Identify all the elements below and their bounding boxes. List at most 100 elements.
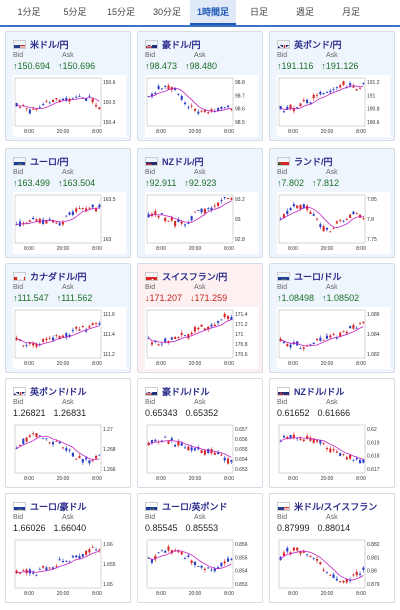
- mini-chart[interactable]: 7.85 7.8 7.75 8:00 20:00 8:00: [277, 192, 390, 254]
- ask-label: Ask: [194, 399, 206, 406]
- candle-body: [174, 337, 177, 339]
- plot-frame: [146, 539, 234, 589]
- rate-card[interactable]: 米ドル/円 Bid Ask ↑150.694 ↑150.696 150.6 150.5 150…: [5, 31, 131, 141]
- tab-1[interactable]: 5分足: [63, 7, 87, 17]
- candle-body: [177, 337, 180, 338]
- pair-name[interactable]: ユーロ/円: [30, 156, 69, 167]
- y-tick-label: 0.617: [367, 467, 380, 473]
- bid-label: Bid: [145, 284, 156, 291]
- y-tick-label: 98.5: [235, 120, 245, 126]
- pair-name[interactable]: 豪ドル/ドル: [162, 386, 210, 397]
- x-tick-label: 8:00: [288, 591, 298, 597]
- candle-body: [91, 460, 94, 462]
- candle-body: [177, 219, 180, 223]
- bid-label: Bid: [13, 514, 24, 521]
- mini-chart[interactable]: 0.657 0.656 0.655 0.654 0.653 8:00 20:00 8:00: [145, 422, 258, 484]
- candle-body: [339, 219, 342, 221]
- y-tick-label: 1.266: [103, 467, 116, 473]
- y-tick-label: 150.5: [103, 100, 116, 106]
- pair-name[interactable]: NZドル/ドル: [294, 386, 345, 397]
- rate-card[interactable]: 豪ドル/ドル Bid Ask 0.65343 0.65352 0.657 0.656 0.65…: [137, 378, 263, 488]
- candle-body: [15, 448, 18, 449]
- candle-body: [91, 546, 94, 548]
- rate-card[interactable]: カナダドル/円 Bid Ask ↑111.547 ↑111.562 111.6 111.4 1…: [5, 263, 131, 373]
- candle-body: [193, 211, 197, 213]
- mini-chart[interactable]: 1.66 1.655 1.65 8:00 20:00 8:00: [13, 537, 126, 599]
- candle-body: [302, 100, 305, 102]
- rate-card[interactable]: ユーロ/豪ドル Bid Ask 1.66026 1.66040 1.66 1.655 1.65…: [5, 493, 131, 603]
- mini-chart[interactable]: 98.8 98.7 98.6 98.5 8:00 20:00 8:00: [145, 75, 258, 137]
- tab-3[interactable]: 30分足: [152, 7, 181, 17]
- mini-chart[interactable]: 0.882 0.881 0.88 0.879 8:00 20:00 8:00: [277, 537, 390, 599]
- tab-5[interactable]: 日足: [249, 7, 268, 17]
- rate-card[interactable]: 英ポンド/円 Bid Ask ↑191.116 ↑191.126 191.2 191 190.…: [269, 31, 395, 141]
- mini-chart[interactable]: 150.6 150.5 150.4 8:00 20:00 8:00: [13, 75, 126, 137]
- pair-name[interactable]: NZドル/円: [162, 156, 204, 167]
- pair-name[interactable]: ランド/円: [294, 156, 333, 167]
- tab-2[interactable]: 15分足: [106, 7, 135, 17]
- mini-chart[interactable]: 1.27 1.268 1.266 8:00 20:00 8:00: [13, 422, 126, 484]
- candle-body: [197, 111, 200, 114]
- mini-chart[interactable]: 0.856 0.855 0.854 0.853 8:00 20:00 8:00: [145, 537, 258, 599]
- candle-body: [230, 198, 233, 200]
- mini-chart[interactable]: 0.62 0.619 0.618 0.617 8:00 20:00 8:00: [277, 422, 390, 484]
- candle-body: [55, 222, 58, 224]
- tab-6[interactable]: 週足: [295, 7, 314, 17]
- candle-body: [25, 344, 28, 346]
- rate-card[interactable]: ユーロ/円 Bid Ask ↑163.499 ↑163.504 163.5 163 8:00 2…: [5, 148, 131, 258]
- rate-card[interactable]: ユーロ/英ポンド Bid Ask 0.85545 0.85553 0.856 0.855 0.…: [137, 493, 263, 603]
- pair-name[interactable]: 英ポンド/円: [294, 39, 342, 50]
- candle-body: [289, 104, 292, 109]
- pair-name[interactable]: 米ドル/スイスフラン: [294, 501, 378, 512]
- pair-name[interactable]: 米ドル/円: [30, 39, 69, 50]
- candle-body: [81, 459, 84, 463]
- mini-chart[interactable]: 171.4 171.2 171 170.8 170.6 8:00 20:00 8:00: [145, 307, 258, 369]
- plot-frame: [14, 309, 102, 359]
- candle-body: [78, 456, 81, 459]
- candle-body: [42, 338, 45, 342]
- rate-card[interactable]: 豪ドル/円 Bid Ask ↑98.473 ↑98.480 98.8 98.7 98.6 98.…: [137, 31, 263, 141]
- rate-card[interactable]: 英ポンド/ドル Bid Ask 1.26821 1.26831 1.27 1.268 1.26…: [5, 378, 131, 488]
- mini-chart[interactable]: 93.2 93 92.8 8:00 20:00 8:00: [145, 192, 258, 254]
- moving-average-line: [280, 437, 364, 460]
- pair-name[interactable]: スイスフラン/円: [162, 271, 228, 282]
- candle-body: [286, 437, 289, 439]
- candle-body: [68, 449, 71, 451]
- rate-card[interactable]: スイスフラン/円 Bid Ask ↓171.207 ↓171.259 171.4 171.2…: [137, 263, 263, 373]
- candle-body: [345, 219, 348, 220]
- candle-body: [174, 221, 177, 227]
- mini-chart[interactable]: 1.086 1.084 1.082 8:00 20:00 8:00: [277, 307, 390, 369]
- pair-name[interactable]: 英ポンド/ドル: [30, 386, 87, 397]
- tab-0[interactable]: 1分足: [17, 7, 41, 17]
- y-tick-label: 0.853: [235, 582, 248, 588]
- candle-body: [315, 339, 319, 341]
- pair-name[interactable]: ユーロ/ドル: [294, 271, 342, 282]
- rate-card[interactable]: 米ドル/スイスフラン Bid Ask 0.87999 0.88014 0.882 0.881…: [269, 493, 395, 603]
- tab-7[interactable]: 月足: [341, 7, 360, 17]
- pair-name[interactable]: カナダドル/円: [30, 271, 87, 282]
- candle-body: [325, 92, 329, 94]
- candle-body: [150, 342, 154, 345]
- candle-body: [203, 208, 206, 214]
- bid-value: ↑98.473: [145, 61, 178, 71]
- rate-card[interactable]: ランド/円 Bid Ask ↑7.802 ↑7.812 7.85 7.8 7.75 8:00 20…: [269, 148, 395, 258]
- candle-body: [65, 560, 68, 562]
- pair-name[interactable]: 豪ドル/円: [162, 39, 201, 50]
- candle-body: [332, 334, 335, 335]
- candle-body: [279, 106, 282, 110]
- candle-body: [85, 208, 88, 212]
- candle-body: [193, 327, 197, 332]
- candle-body: [170, 438, 173, 441]
- mini-chart[interactable]: 111.6 111.4 111.2 8:00 20:00 8:00: [13, 307, 126, 369]
- rate-card[interactable]: NZドル/ドル Bid Ask 0.61652 0.61666 0.62 0.619 0.61…: [269, 378, 395, 488]
- rate-card[interactable]: ユーロ/ドル Bid Ask ↑1.08498 ↑1.08502 1.086 1.084 1.…: [269, 263, 395, 373]
- pair-name[interactable]: ユーロ/豪ドル: [30, 501, 87, 512]
- rate-card[interactable]: NZドル/円 Bid Ask ↑92.911 ↑92.923 93.2 93 92.8 8:00…: [137, 148, 263, 258]
- pair-name[interactable]: ユーロ/英ポンド: [162, 501, 228, 512]
- mini-chart[interactable]: 163.5 163 8:00 20:00 8:00: [13, 192, 126, 254]
- y-tick-label: 0.854: [235, 569, 248, 575]
- tab-4[interactable]: 1時間足: [190, 0, 236, 25]
- y-tick-label: 191.2: [367, 80, 380, 86]
- mini-chart[interactable]: 191.2 191 190.8 190.6 8:00 20:00 8:00: [277, 75, 390, 137]
- candle-body: [309, 437, 312, 441]
